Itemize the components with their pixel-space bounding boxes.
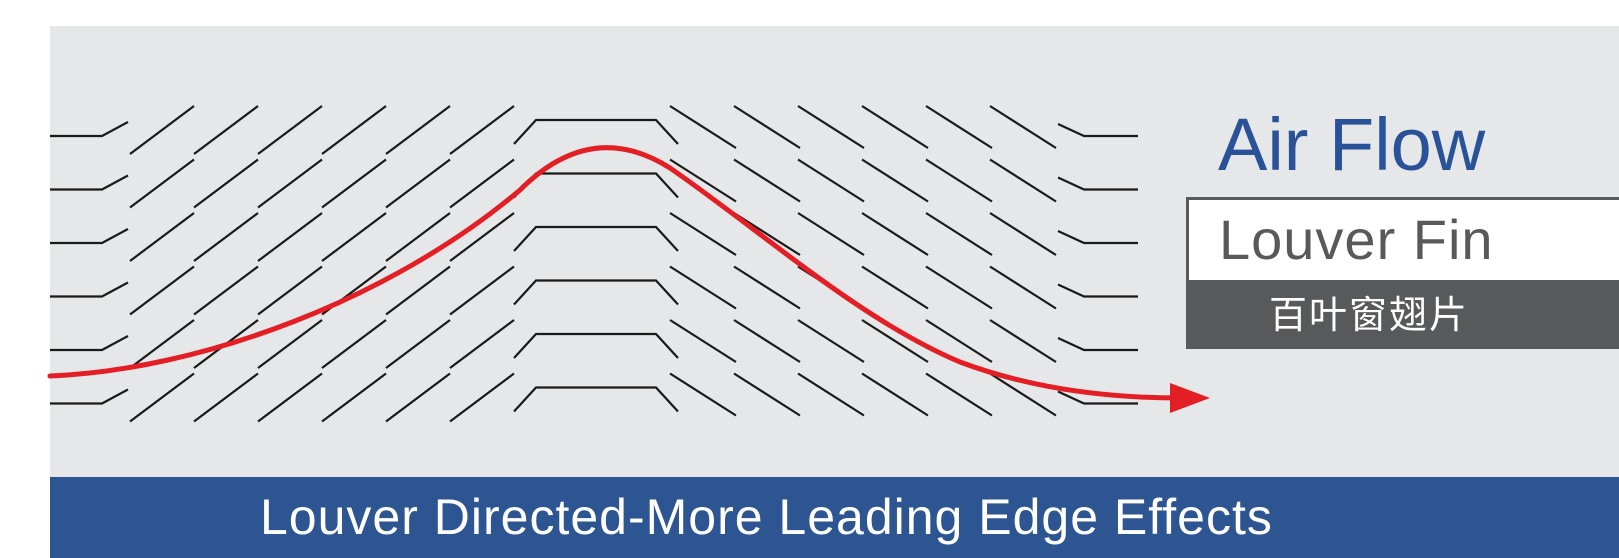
louver-down [861, 212, 929, 256]
caption-text: Louver Directed-More Leading Edge Effect… [260, 489, 1273, 545]
louver-up [321, 158, 387, 209]
louver-down [797, 212, 865, 256]
outlet-fin [1057, 230, 1138, 245]
louver-up [129, 265, 195, 316]
louver-up [321, 372, 387, 423]
louver-down [989, 158, 1057, 203]
louver-up [449, 319, 515, 369]
outlet-fin [1057, 337, 1138, 352]
louver-up [385, 105, 451, 155]
turnaround-fin [513, 332, 679, 359]
louver-up [193, 158, 259, 209]
louver-down [669, 158, 737, 203]
louver-up [385, 372, 451, 423]
louver-down [861, 105, 929, 149]
louver-down [925, 372, 993, 417]
louver-up [257, 319, 323, 369]
caption-bar: Louver Directed-More Leading Edge Effect… [50, 477, 1619, 558]
louver-down [861, 372, 929, 417]
louver-up [321, 212, 387, 262]
outlet-fin [1057, 390, 1138, 405]
louver-down [669, 372, 737, 417]
louver-up [257, 265, 323, 316]
louver-down [797, 319, 865, 363]
louver-down [797, 105, 865, 149]
louver-up [129, 319, 195, 369]
louver-down [925, 265, 993, 310]
louver-up [449, 265, 515, 316]
airflow-arrowhead [1170, 383, 1210, 413]
outlet-fin [1057, 123, 1138, 138]
louver-fin-label: Louver Fin [1219, 208, 1494, 271]
louver-down [861, 319, 929, 363]
louver-down [733, 158, 801, 203]
airflow-curve [47, 145, 1183, 401]
inlet-fin [50, 228, 129, 245]
louver-down [925, 212, 993, 256]
louver-down [861, 265, 929, 310]
louver-down [797, 158, 865, 203]
louver-up [385, 212, 451, 262]
louver-down [733, 265, 801, 310]
louver-up [257, 212, 323, 262]
air-flow-title: Air Flow [1218, 103, 1486, 186]
louver-down [669, 319, 737, 363]
louver-down [989, 319, 1057, 363]
louver-fin-label-box: Louver Fin [1186, 197, 1619, 283]
louver-up [449, 212, 515, 262]
louver-down [797, 372, 865, 417]
louver-up [129, 212, 195, 262]
louver-up [385, 158, 451, 209]
louver-down [733, 319, 801, 363]
louver-up [193, 372, 259, 423]
louver-up [129, 105, 195, 155]
louver-up [385, 265, 451, 316]
louver-up [129, 158, 195, 209]
louver-up [449, 105, 515, 155]
turnaround-fin [513, 172, 679, 199]
louver-up [193, 105, 259, 155]
louver-down [861, 158, 929, 203]
louver-up [129, 372, 195, 423]
louver-up [449, 158, 515, 209]
turnaround-fin [513, 386, 679, 413]
louver-down [733, 105, 801, 149]
turnaround-fin [513, 225, 679, 252]
turnaround-fin [513, 279, 679, 306]
inlet-fin [50, 121, 129, 138]
inlet-fin [50, 174, 129, 191]
louver-up [449, 372, 515, 423]
louver-fin-chinese-label: 百叶窗翅片 [1269, 293, 1470, 337]
louver-down [989, 372, 1057, 417]
louver-down [925, 158, 993, 203]
louver-down [733, 372, 801, 417]
airflow-path [47, 145, 1210, 413]
louver-down [989, 265, 1057, 310]
outlet-fin [1057, 283, 1138, 298]
louver-fins [50, 105, 1138, 423]
inlet-fin [50, 281, 129, 298]
louver-down [925, 105, 993, 149]
louver-down [989, 105, 1057, 149]
louver-up [321, 105, 387, 155]
louver-up [257, 105, 323, 155]
louver-down [925, 319, 993, 363]
louver-down [669, 212, 737, 256]
louver-down [669, 265, 737, 310]
louver-up [193, 265, 259, 316]
louver-fin-chinese-label-bar: 百叶窗翅片 [1186, 283, 1619, 349]
louver-up [257, 158, 323, 209]
louver-up [321, 319, 387, 369]
turnaround-fin [513, 118, 679, 145]
louver-up [385, 319, 451, 369]
outlet-fin [1057, 176, 1138, 191]
louver-down [989, 212, 1057, 256]
louver-up [193, 212, 259, 262]
louver-down [669, 105, 737, 149]
inlet-fin [50, 335, 129, 352]
louver-up [257, 372, 323, 423]
inlet-fin [50, 388, 129, 405]
